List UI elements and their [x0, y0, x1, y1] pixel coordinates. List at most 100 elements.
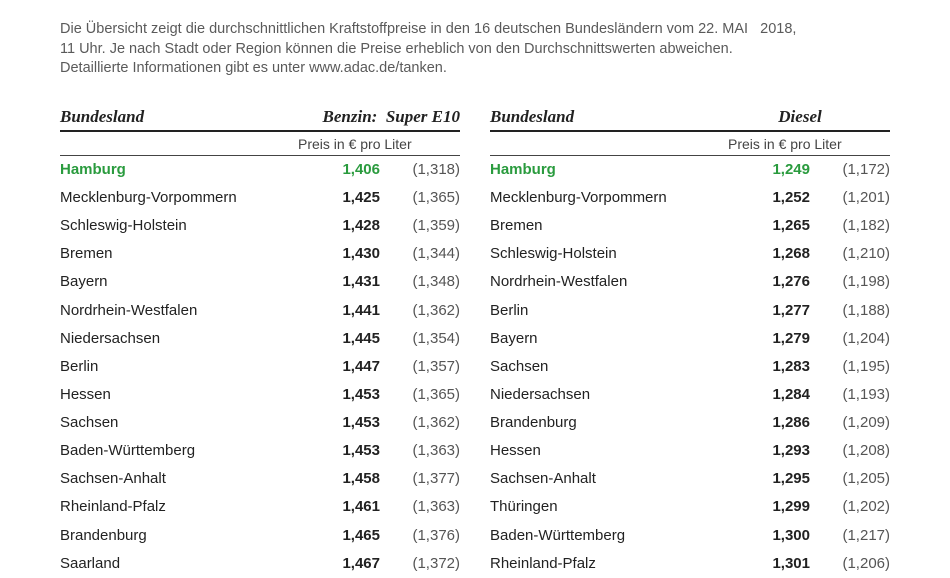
price-previous-cell: (1,198) — [810, 271, 890, 293]
table-row: Sachsen1,283(1,195) — [490, 353, 890, 381]
price-current-cell: 1,467 — [300, 553, 380, 575]
price-previous-cell: (1,363) — [380, 440, 460, 462]
price-current-cell: 1,300 — [730, 525, 810, 547]
table-row: Sachsen-Anhalt1,295(1,205) — [490, 465, 890, 493]
price-current-cell: 1,428 — [300, 215, 380, 237]
state-cell: Mecklenburg-Vorpommern — [490, 187, 730, 209]
price-previous-cell: (1,206) — [810, 553, 890, 575]
diesel-header-row: Bundesland Diesel — [490, 107, 890, 132]
table-row: Nordrhein-Westfalen1,276(1,198) — [490, 268, 890, 296]
price-current-cell: 1,276 — [730, 271, 810, 293]
price-previous-cell: (1,193) — [810, 384, 890, 406]
price-previous-cell: (1,363) — [380, 496, 460, 518]
price-current-cell: 1,268 — [730, 243, 810, 265]
state-cell: Sachsen — [490, 356, 730, 378]
intro-link[interactable]: www.adac.de/tanken — [309, 60, 443, 76]
state-cell: Mecklenburg-Vorpommern — [60, 187, 300, 209]
state-cell: Berlin — [60, 356, 300, 378]
state-cell: Bayern — [60, 271, 300, 293]
price-current-cell: 1,461 — [300, 496, 380, 518]
price-previous-cell: (1,188) — [810, 300, 890, 322]
price-current-cell: 1,301 — [730, 553, 810, 575]
price-current-cell: 1,299 — [730, 496, 810, 518]
price-previous-cell: (1,359) — [380, 215, 460, 237]
state-cell: Sachsen-Anhalt — [490, 468, 730, 490]
table-row: Berlin1,447(1,357) — [60, 353, 460, 381]
price-current-cell: 1,277 — [730, 300, 810, 322]
tables-container: Bundesland Benzin: Super E10 Preis in € … — [60, 107, 890, 578]
table-row: Baden-Württemberg1,300(1,217) — [490, 521, 890, 549]
price-previous-cell: (1,344) — [380, 243, 460, 265]
state-cell: Schleswig-Holstein — [60, 215, 300, 237]
intro-line2: 11 Uhr. Je nach Stadt oder Region können… — [60, 41, 733, 57]
table-row: Hessen1,453(1,365) — [60, 381, 460, 409]
price-current-cell: 1,293 — [730, 440, 810, 462]
state-cell: Niedersachsen — [60, 328, 300, 350]
table-row: Baden-Württemberg1,453(1,363) — [60, 437, 460, 465]
price-current-cell: 1,458 — [300, 468, 380, 490]
state-cell: Berlin — [490, 300, 730, 322]
table-row: Mecklenburg-Vorpommern1,252(1,201) — [490, 184, 890, 212]
table-row: Hamburg1,406(1,318) — [60, 156, 460, 184]
table-row: Schleswig-Holstein1,268(1,210) — [490, 240, 890, 268]
col-header-fuel-diesel: Diesel — [710, 107, 890, 127]
state-cell: Niedersachsen — [490, 384, 730, 406]
intro-line3-suffix: . — [443, 60, 447, 76]
price-previous-cell: (1,376) — [380, 525, 460, 547]
price-previous-cell: (1,354) — [380, 328, 460, 350]
price-previous-cell: (1,202) — [810, 496, 890, 518]
table-row: Thüringen1,299(1,202) — [490, 493, 890, 521]
price-current-cell: 1,431 — [300, 271, 380, 293]
state-cell: Hamburg — [60, 159, 300, 181]
table-row: Berlin1,277(1,188) — [490, 296, 890, 324]
col-header-fuel-benzin: Benzin: Super E10 — [280, 107, 460, 127]
table-row: Sachsen-Anhalt1,458(1,377) — [60, 465, 460, 493]
table-row: Saarland1,467(1,372) — [60, 549, 460, 577]
price-previous-cell: (1,204) — [810, 328, 890, 350]
price-current-cell: 1,249 — [730, 159, 810, 181]
state-cell: Bayern — [490, 328, 730, 350]
table-row: Niedersachsen1,284(1,193) — [490, 381, 890, 409]
price-current-cell: 1,265 — [730, 215, 810, 237]
table-row: Bayern1,431(1,348) — [60, 268, 460, 296]
price-previous-cell: (1,362) — [380, 300, 460, 322]
state-cell: Schleswig-Holstein — [490, 243, 730, 265]
price-previous-cell: (1,208) — [810, 440, 890, 462]
price-current-cell: 1,453 — [300, 412, 380, 434]
price-current-cell: 1,453 — [300, 384, 380, 406]
price-previous-cell: (1,182) — [810, 215, 890, 237]
benzin-table: Bundesland Benzin: Super E10 Preis in € … — [60, 107, 460, 578]
price-previous-cell: (1,357) — [380, 356, 460, 378]
price-previous-cell: (1,372) — [380, 553, 460, 575]
table-row: Niedersachsen1,445(1,354) — [60, 324, 460, 352]
price-previous-cell: (1,205) — [810, 468, 890, 490]
table-row: Rheinland-Pfalz1,461(1,363) — [60, 493, 460, 521]
price-previous-cell: (1,210) — [810, 243, 890, 265]
price-current-cell: 1,447 — [300, 356, 380, 378]
state-cell: Rheinland-Pfalz — [490, 553, 730, 575]
table-row: Bremen1,265(1,182) — [490, 212, 890, 240]
table-row: Bayern1,279(1,204) — [490, 324, 890, 352]
table-row: Hessen1,293(1,208) — [490, 437, 890, 465]
price-previous-cell: (1,172) — [810, 159, 890, 181]
state-cell: Thüringen — [490, 496, 730, 518]
table-row: Brandenburg1,465(1,376) — [60, 521, 460, 549]
price-previous-cell: (1,362) — [380, 412, 460, 434]
price-current-cell: 1,430 — [300, 243, 380, 265]
price-previous-cell: (1,365) — [380, 384, 460, 406]
unit-label: Preis in € pro Liter — [710, 136, 890, 152]
state-cell: Saarland — [60, 553, 300, 575]
price-current-cell: 1,425 — [300, 187, 380, 209]
diesel-table: Bundesland Diesel Preis in € pro Liter H… — [490, 107, 890, 578]
state-cell: Baden-Württemberg — [60, 440, 300, 462]
price-previous-cell: (1,217) — [810, 525, 890, 547]
table-row: Schleswig-Holstein1,428(1,359) — [60, 212, 460, 240]
state-cell: Hamburg — [490, 159, 730, 181]
state-cell: Nordrhein-Westfalen — [490, 271, 730, 293]
price-previous-cell: (1,318) — [380, 159, 460, 181]
price-current-cell: 1,465 — [300, 525, 380, 547]
intro-line1: Die Übersicht zeigt die durchschnittlich… — [60, 21, 796, 37]
price-current-cell: 1,453 — [300, 440, 380, 462]
price-previous-cell: (1,195) — [810, 356, 890, 378]
table-row: Sachsen1,453(1,362) — [60, 409, 460, 437]
